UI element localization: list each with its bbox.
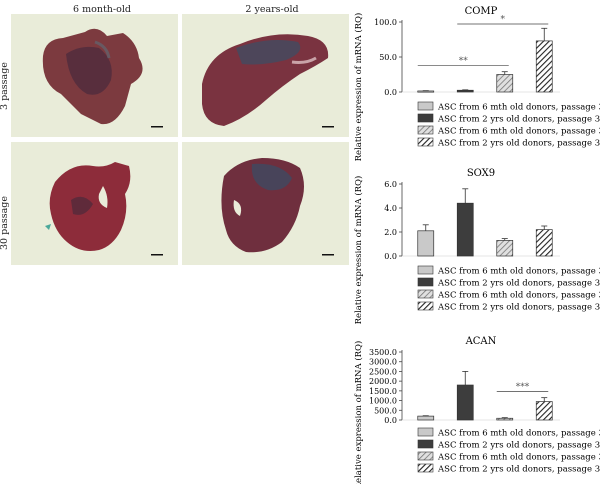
y-tick-label: 0.0 <box>384 252 397 261</box>
legend-swatch <box>417 439 434 449</box>
y-tick-label: 0.0 <box>384 88 397 97</box>
legend-label: ASC from 2 yrs old donors, passage 30 <box>437 465 600 475</box>
y-axis-label: Relative expression of mRNA (RQ) <box>353 176 364 325</box>
significance-label: *** <box>516 383 530 393</box>
y-axis-label: Relative expression of mRNA (RQ) <box>353 13 364 162</box>
legend-swatch <box>417 137 434 147</box>
y-tick-label: 1000.0 <box>369 397 397 406</box>
histology-image-6m-p30 <box>11 142 178 265</box>
legend-swatch <box>417 277 434 287</box>
legend-swatch <box>417 289 434 299</box>
bar <box>535 401 553 421</box>
y-tick-label: 100.0 <box>374 18 397 27</box>
chart-title: COMP <box>465 6 498 17</box>
chart-acan: ACAN Relative expression of mRNA (RQ) 0.0 5… <box>352 322 600 484</box>
column-label-6-month: 6 month-old <box>73 4 131 15</box>
legend-label: ASC from 2 yrs old donors, passage 3 <box>437 441 600 451</box>
significance-label: ** <box>459 57 469 67</box>
histology-image-6m-p3 <box>11 14 178 137</box>
legend-swatch <box>417 427 434 437</box>
y-tick-label: 6.0 <box>384 180 397 189</box>
y-tick-label: 2.0 <box>384 228 397 237</box>
y-tick-label: 3500.0 <box>369 348 397 357</box>
legend-label: ASC from 2 yrs old donors, passage 3 <box>437 279 600 289</box>
legend-swatch <box>417 113 434 123</box>
chart-title: SOX9 <box>467 168 495 179</box>
bar <box>417 415 435 421</box>
chart-title: ACAN <box>465 336 497 347</box>
y-tick-label: 2500.0 <box>369 367 397 376</box>
legend-swatch <box>417 451 434 461</box>
row-label-3-passage: 3 passage <box>0 62 10 110</box>
legend-swatch <box>417 265 434 275</box>
bar <box>417 230 435 257</box>
bar <box>496 74 514 93</box>
legend-label: ASC from 6 mth old donors, passage 3 <box>437 103 600 113</box>
bar <box>496 417 514 421</box>
y-tick-label: 50.0 <box>379 53 397 62</box>
y-axis-label: Relative expression of mRNA (RQ) <box>353 341 364 484</box>
histology-image-2y-p30 <box>182 142 349 265</box>
bar <box>456 89 474 93</box>
legend-swatch <box>417 463 434 473</box>
y-tick-label: 0.0 <box>384 416 397 425</box>
row-label-30-passage: 30 passage <box>0 196 10 250</box>
bar <box>456 384 474 421</box>
histology-image-2y-p3 <box>182 14 349 137</box>
legend-label: ASC from 6 mth old donors, passage 30 <box>437 453 600 463</box>
y-tick-label: 2000.0 <box>369 377 397 386</box>
legend-label: ASC from 2 yrs old donors, passage 30 <box>437 303 600 313</box>
bar <box>535 40 553 93</box>
legend-swatch <box>417 301 434 311</box>
y-tick-label: 4.0 <box>384 204 397 213</box>
bar <box>496 240 514 257</box>
bar <box>417 90 435 93</box>
legend-swatch <box>417 125 434 135</box>
legend-label: ASC from 6 mth old donors, passage 3 <box>437 429 600 439</box>
legend-label: ASC from 2 yrs old donors, passage 30 <box>437 139 600 149</box>
chart-sox9: SOX9 Relative expression of mRNA (RQ) 0.0 2… <box>352 160 600 324</box>
legend-label: ASC from 6 mth old donors, passage 3 <box>437 267 600 277</box>
significance-label: * <box>501 15 506 25</box>
y-tick-label: 500.0 <box>374 406 397 415</box>
chart-comp: COMP Relative expression of mRNA (RQ) 0.0 5… <box>352 0 600 162</box>
y-tick-label: 1500.0 <box>369 387 397 396</box>
legend-label: ASC from 6 mth old donors, passage 30 <box>437 291 600 301</box>
legend-label: ASC from 6 mth old donors, passage 30 <box>437 127 600 137</box>
column-label-2-years: 2 years-old <box>245 4 299 15</box>
legend-label: ASC from 2 yrs old donors, passage 3 <box>437 115 600 125</box>
legend-swatch <box>417 101 434 111</box>
bar <box>456 202 474 257</box>
y-tick-label: 3000.0 <box>369 358 397 367</box>
bar <box>535 229 553 257</box>
